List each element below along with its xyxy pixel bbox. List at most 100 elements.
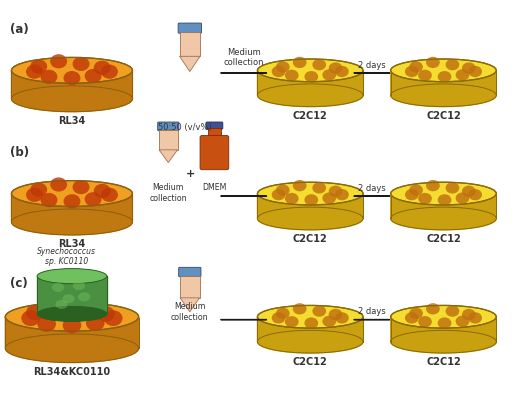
Ellipse shape [426,303,440,314]
Ellipse shape [456,69,469,81]
Ellipse shape [285,316,299,327]
Ellipse shape [405,312,419,324]
Ellipse shape [391,330,496,353]
Ellipse shape [104,310,123,326]
Ellipse shape [63,318,81,333]
Ellipse shape [312,59,326,71]
Ellipse shape [64,71,80,85]
Ellipse shape [462,62,476,74]
Text: (a): (a) [10,23,29,35]
Ellipse shape [11,181,133,206]
Ellipse shape [64,194,80,208]
Ellipse shape [312,182,326,193]
Ellipse shape [329,309,342,320]
Text: Medium
collection: Medium collection [171,302,209,322]
Polygon shape [391,193,496,230]
Ellipse shape [468,312,482,324]
Ellipse shape [405,66,419,77]
Ellipse shape [335,66,349,77]
Ellipse shape [101,64,118,79]
Polygon shape [257,317,363,353]
Ellipse shape [62,294,75,303]
Ellipse shape [257,182,363,205]
Ellipse shape [26,188,43,202]
Polygon shape [37,276,107,314]
Text: C2C12: C2C12 [293,110,327,120]
Polygon shape [257,193,363,230]
Ellipse shape [11,209,133,235]
Ellipse shape [322,316,336,327]
Ellipse shape [257,84,363,106]
Ellipse shape [272,66,285,77]
Ellipse shape [305,194,318,206]
Text: 2 days: 2 days [358,184,385,193]
Ellipse shape [285,70,299,81]
Ellipse shape [285,193,299,204]
Ellipse shape [276,308,290,319]
Ellipse shape [462,186,476,197]
Polygon shape [5,317,139,363]
Polygon shape [391,71,496,106]
Text: RL34&KC0110: RL34&KC0110 [33,366,110,376]
Ellipse shape [445,182,459,193]
Ellipse shape [322,69,336,81]
Ellipse shape [73,281,85,290]
Ellipse shape [426,180,440,191]
Ellipse shape [293,303,307,314]
Ellipse shape [322,192,336,204]
Text: C2C12: C2C12 [426,357,461,367]
Ellipse shape [305,318,318,329]
Ellipse shape [40,193,57,207]
Ellipse shape [329,186,342,197]
Text: +: + [186,169,195,179]
Ellipse shape [21,310,40,326]
Ellipse shape [456,316,469,327]
Ellipse shape [312,305,326,317]
Text: (c): (c) [10,277,28,290]
Ellipse shape [438,71,451,82]
Ellipse shape [55,300,68,309]
Ellipse shape [11,57,133,83]
Ellipse shape [293,57,307,68]
Polygon shape [159,150,178,162]
Ellipse shape [5,334,139,363]
Ellipse shape [335,189,349,200]
Ellipse shape [37,306,107,322]
FancyBboxPatch shape [206,122,223,129]
Ellipse shape [40,70,57,84]
Ellipse shape [409,185,423,196]
Ellipse shape [462,309,476,320]
Bar [208,129,221,137]
Ellipse shape [30,59,47,74]
Ellipse shape [438,194,451,206]
Text: RL34: RL34 [59,116,85,126]
Text: 2 days: 2 days [358,307,385,316]
Ellipse shape [50,177,67,191]
Ellipse shape [468,189,482,200]
Ellipse shape [405,189,419,200]
FancyBboxPatch shape [179,267,201,277]
FancyBboxPatch shape [200,135,229,170]
Polygon shape [257,71,363,106]
Text: Medium
collection: Medium collection [223,48,264,67]
Text: C2C12: C2C12 [426,234,461,244]
Ellipse shape [391,84,496,106]
Ellipse shape [272,189,285,200]
Ellipse shape [335,312,349,324]
Ellipse shape [37,316,56,332]
Ellipse shape [257,207,363,230]
Ellipse shape [276,61,290,73]
Ellipse shape [257,59,363,82]
Ellipse shape [30,183,47,197]
Ellipse shape [94,61,111,75]
Ellipse shape [257,330,363,353]
FancyBboxPatch shape [178,23,202,33]
Ellipse shape [96,306,114,322]
Ellipse shape [438,318,451,329]
Polygon shape [180,298,199,312]
Ellipse shape [391,182,496,205]
Text: 50:50 (v/v%): 50:50 (v/v%) [158,123,211,131]
Ellipse shape [11,86,133,112]
Polygon shape [180,56,200,72]
Ellipse shape [84,69,102,83]
